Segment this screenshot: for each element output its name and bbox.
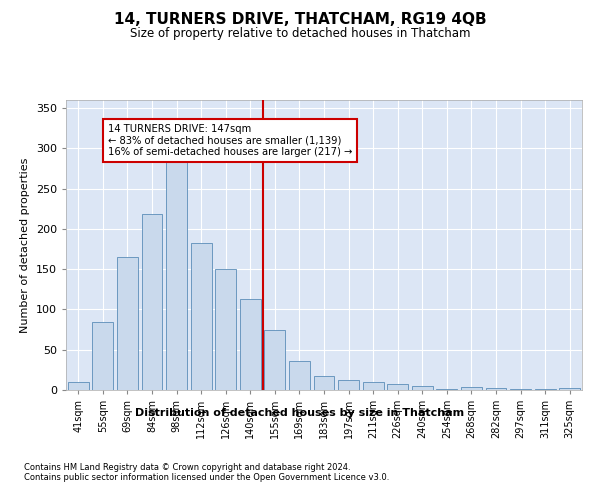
Y-axis label: Number of detached properties: Number of detached properties [20,158,30,332]
Bar [338,380,359,390]
Bar [387,384,408,390]
Bar [485,388,506,390]
Bar [314,376,334,390]
Bar [535,389,556,390]
Text: Distribution of detached houses by size in Thatcham: Distribution of detached houses by size … [136,408,464,418]
Text: 14 TURNERS DRIVE: 147sqm
← 83% of detached houses are smaller (1,139)
16% of sem: 14 TURNERS DRIVE: 147sqm ← 83% of detach… [108,124,352,158]
Bar [240,299,261,390]
Text: 14, TURNERS DRIVE, THATCHAM, RG19 4QB: 14, TURNERS DRIVE, THATCHAM, RG19 4QB [113,12,487,28]
Bar [117,257,138,390]
Text: Contains public sector information licensed under the Open Government Licence v3: Contains public sector information licen… [24,472,389,482]
Text: Contains HM Land Registry data © Crown copyright and database right 2024.: Contains HM Land Registry data © Crown c… [24,462,350,471]
Bar [362,382,383,390]
Bar [436,389,457,390]
Bar [461,387,482,390]
Bar [510,389,531,390]
Bar [166,160,187,390]
Bar [191,242,212,390]
Text: Size of property relative to detached houses in Thatcham: Size of property relative to detached ho… [130,28,470,40]
Bar [289,361,310,390]
Bar [559,388,580,390]
Bar [412,386,433,390]
Bar [215,269,236,390]
Bar [265,330,286,390]
Bar [68,382,89,390]
Bar [142,214,163,390]
Bar [92,322,113,390]
